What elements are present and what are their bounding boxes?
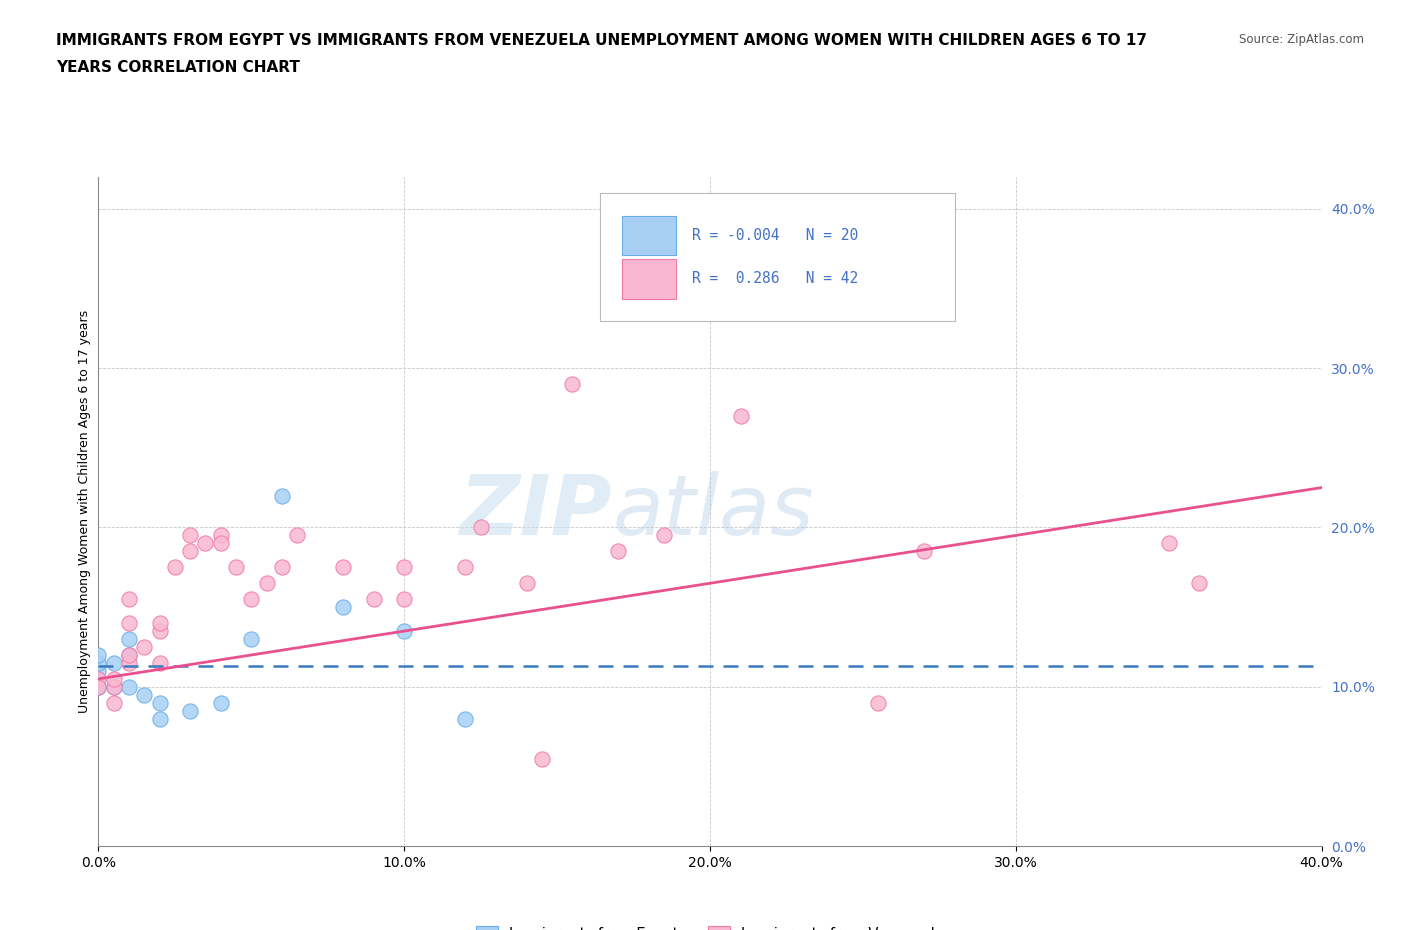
Point bbox=[454, 711, 477, 726]
Point bbox=[87, 680, 110, 695]
Text: R =  0.286   N = 42: R = 0.286 N = 42 bbox=[692, 272, 858, 286]
Point bbox=[118, 631, 141, 646]
Point bbox=[149, 624, 172, 639]
Point bbox=[209, 536, 232, 551]
Point bbox=[149, 616, 172, 631]
Point bbox=[668, 297, 690, 312]
Point bbox=[118, 680, 141, 695]
Point bbox=[652, 528, 675, 543]
Point bbox=[516, 576, 538, 591]
Point bbox=[87, 680, 110, 695]
Point bbox=[530, 751, 553, 766]
Text: Source: ZipAtlas.com: Source: ZipAtlas.com bbox=[1239, 33, 1364, 46]
Point bbox=[868, 696, 890, 711]
Point bbox=[392, 591, 416, 606]
Point bbox=[118, 647, 141, 662]
FancyBboxPatch shape bbox=[600, 193, 955, 321]
Point bbox=[363, 591, 385, 606]
Point bbox=[118, 647, 141, 662]
Point bbox=[103, 696, 125, 711]
Point bbox=[392, 560, 416, 575]
FancyBboxPatch shape bbox=[621, 216, 676, 255]
Point bbox=[1157, 536, 1180, 551]
Point bbox=[607, 544, 630, 559]
Point bbox=[87, 680, 110, 695]
Point bbox=[332, 560, 354, 575]
Point bbox=[179, 544, 201, 559]
Legend: Immigrants from Egypt, Immigrants from Venezuela: Immigrants from Egypt, Immigrants from V… bbox=[470, 921, 950, 930]
Point bbox=[163, 560, 186, 575]
Point bbox=[561, 377, 583, 392]
Point bbox=[194, 536, 217, 551]
Point bbox=[118, 591, 141, 606]
Point bbox=[103, 680, 125, 695]
Point bbox=[149, 696, 172, 711]
Text: IMMIGRANTS FROM EGYPT VS IMMIGRANTS FROM VENEZUELA UNEMPLOYMENT AMONG WOMEN WITH: IMMIGRANTS FROM EGYPT VS IMMIGRANTS FROM… bbox=[56, 33, 1147, 47]
Point bbox=[179, 528, 201, 543]
Point bbox=[87, 656, 110, 671]
Point bbox=[87, 647, 110, 662]
Point bbox=[134, 640, 156, 655]
Text: YEARS CORRELATION CHART: YEARS CORRELATION CHART bbox=[56, 60, 299, 75]
Y-axis label: Unemployment Among Women with Children Ages 6 to 17 years: Unemployment Among Women with Children A… bbox=[79, 310, 91, 713]
Point bbox=[240, 631, 263, 646]
Point bbox=[209, 696, 232, 711]
Point bbox=[149, 711, 172, 726]
Point bbox=[912, 544, 935, 559]
Point bbox=[225, 560, 247, 575]
Text: atlas: atlas bbox=[612, 471, 814, 552]
Point bbox=[179, 703, 201, 718]
Point bbox=[134, 687, 156, 702]
Point bbox=[103, 656, 125, 671]
Point bbox=[149, 656, 172, 671]
Point bbox=[270, 488, 292, 503]
Point bbox=[454, 560, 477, 575]
Point bbox=[285, 528, 308, 543]
Point bbox=[821, 265, 844, 280]
Text: ZIP: ZIP bbox=[460, 471, 612, 552]
Point bbox=[87, 671, 110, 686]
Point bbox=[103, 680, 125, 695]
Point bbox=[392, 624, 416, 639]
Point bbox=[256, 576, 278, 591]
Point bbox=[209, 528, 232, 543]
FancyBboxPatch shape bbox=[621, 259, 676, 299]
Point bbox=[103, 671, 125, 686]
Text: R = -0.004   N = 20: R = -0.004 N = 20 bbox=[692, 228, 858, 243]
Point bbox=[118, 656, 141, 671]
Point bbox=[470, 520, 492, 535]
Point bbox=[1188, 576, 1211, 591]
Point bbox=[87, 663, 110, 678]
Point bbox=[118, 616, 141, 631]
Point bbox=[730, 408, 752, 423]
Point bbox=[332, 600, 354, 615]
Point bbox=[240, 591, 263, 606]
Point bbox=[270, 560, 292, 575]
